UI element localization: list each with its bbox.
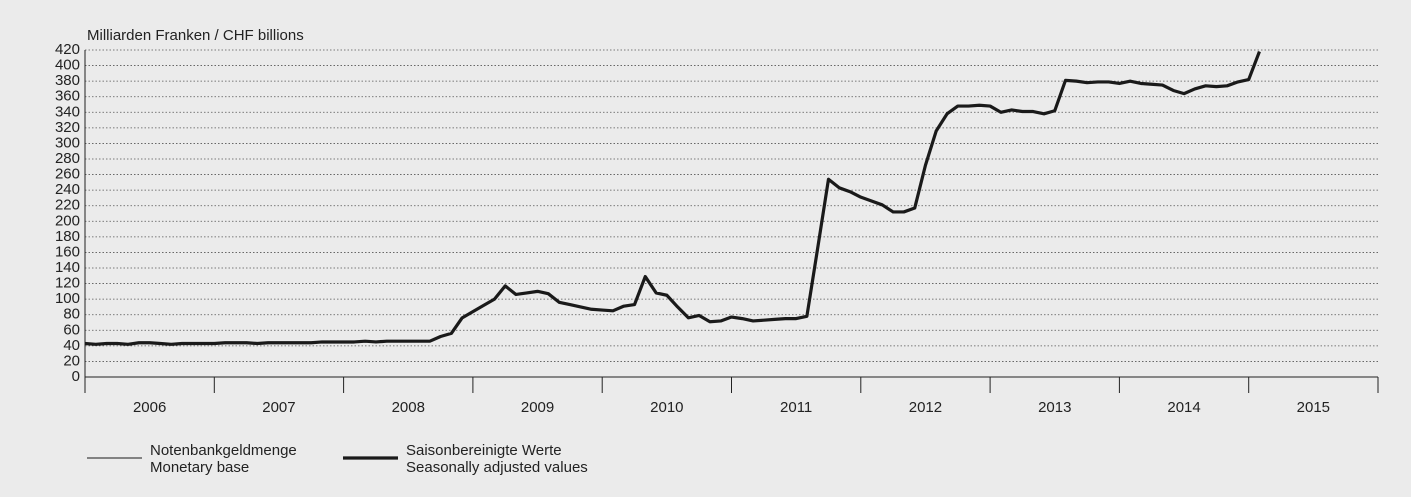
y-tick-label: 140 <box>55 259 80 276</box>
x-tick-label: 2009 <box>521 399 554 416</box>
y-tick-label: 60 <box>63 321 80 338</box>
y-tick-label: 420 <box>55 41 80 58</box>
y-tick-label: 400 <box>55 57 80 74</box>
legend-label: Monetary base <box>150 459 249 476</box>
legend-label: Notenbankgeldmenge <box>150 442 297 459</box>
x-tick-label: 2008 <box>392 399 425 416</box>
y-tick-label: 280 <box>55 150 80 167</box>
x-tick-label: 2015 <box>1297 399 1330 416</box>
legend-label: Seasonally adjusted values <box>406 459 588 476</box>
legend-label: Saisonbereinigte Werte <box>406 442 562 459</box>
y-tick-label: 20 <box>63 352 80 369</box>
y-tick-label: 340 <box>55 103 80 120</box>
y-tick-label: 380 <box>55 72 80 89</box>
y-tick-label: 120 <box>55 275 80 292</box>
y-tick-label: 200 <box>55 212 80 229</box>
y-tick-label: 80 <box>63 306 80 323</box>
y-tick-label: 260 <box>55 166 80 183</box>
y-tick-label: 360 <box>55 88 80 105</box>
y-tick-label: 240 <box>55 181 80 198</box>
x-tick-label: 2006 <box>133 399 166 416</box>
y-tick-label: 300 <box>55 134 80 151</box>
y-tick-label: 180 <box>55 228 80 245</box>
x-tick-label: 2011 <box>780 399 812 416</box>
axis-unit-label: Milliarden Franken / CHF billions <box>87 27 304 44</box>
y-tick-label: 220 <box>55 197 80 214</box>
x-tick-label: 2007 <box>262 399 295 416</box>
y-tick-label: 160 <box>55 243 80 260</box>
x-tick-label: 2013 <box>1038 399 1071 416</box>
x-tick-label: 2012 <box>909 399 942 416</box>
x-tick-label: 2010 <box>650 399 683 416</box>
y-tick-label: 0 <box>72 368 80 385</box>
y-tick-label: 100 <box>55 290 80 307</box>
y-tick-label: 320 <box>55 119 80 136</box>
series-line <box>84 51 1260 345</box>
x-tick-label: 2014 <box>1167 399 1200 416</box>
y-tick-label: 40 <box>63 337 80 354</box>
